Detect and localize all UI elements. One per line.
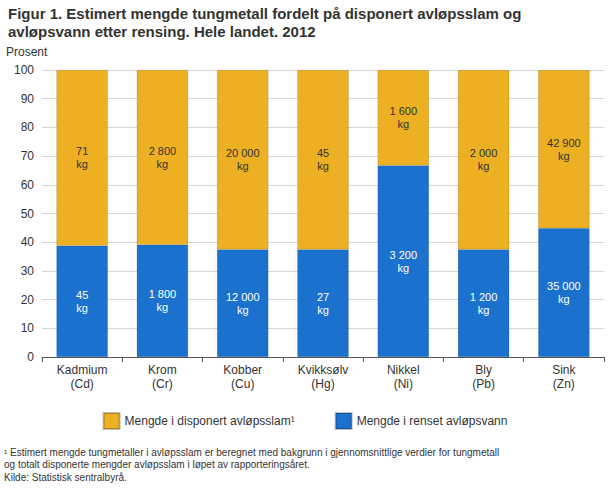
svg-text:35 000: 35 000 <box>547 280 581 292</box>
svg-text:kg: kg <box>397 118 409 130</box>
svg-text:kg: kg <box>478 304 490 316</box>
svg-text:1 200: 1 200 <box>470 291 498 303</box>
svg-text:kg: kg <box>558 150 570 162</box>
svg-text:kg: kg <box>237 304 249 316</box>
svg-text:70: 70 <box>21 149 35 163</box>
svg-text:kg: kg <box>237 160 249 172</box>
svg-text:1 600: 1 600 <box>390 105 418 117</box>
svg-text:Sink: Sink <box>552 363 576 377</box>
svg-text:Kadmium: Kadmium <box>57 363 108 377</box>
svg-text:(Cr): (Cr) <box>152 377 173 391</box>
svg-text:40: 40 <box>21 235 35 249</box>
svg-text:(Zn): (Zn) <box>553 377 575 391</box>
svg-text:kg: kg <box>76 158 88 170</box>
svg-text:Prosent: Prosent <box>6 45 48 59</box>
svg-text:0: 0 <box>27 350 34 364</box>
svg-text:kg: kg <box>558 293 570 305</box>
svg-text:kg: kg <box>478 160 490 172</box>
svg-text:20 000: 20 000 <box>226 147 260 159</box>
svg-text:1 800: 1 800 <box>149 288 177 300</box>
svg-text:2 800: 2 800 <box>149 145 177 157</box>
svg-text:80: 80 <box>21 120 35 134</box>
svg-text:Krom: Krom <box>148 363 177 377</box>
svg-text:100: 100 <box>14 63 34 77</box>
svg-text:Mengde i renset avløpsvann: Mengde i renset avløpsvann <box>357 414 508 428</box>
svg-text:Nikkel: Nikkel <box>387 363 420 377</box>
svg-text:og totalt disponerte mengder a: og totalt disponerte mengder avløpsslam … <box>4 459 310 470</box>
svg-text:(Cu): (Cu) <box>231 377 254 391</box>
svg-text:20: 20 <box>21 293 35 307</box>
svg-text:kg: kg <box>157 158 169 170</box>
svg-text:60: 60 <box>21 178 35 192</box>
svg-text:kg: kg <box>76 302 88 314</box>
svg-text:45: 45 <box>76 289 88 301</box>
svg-text:(Pb): (Pb) <box>472 377 495 391</box>
svg-text:3 200: 3 200 <box>390 249 418 261</box>
svg-text:Kvikksølv: Kvikksølv <box>298 363 349 377</box>
svg-text:Figur 1. Estimert mengde tungm: Figur 1. Estimert mengde tungmetall ford… <box>8 5 521 22</box>
svg-text:27: 27 <box>317 291 329 303</box>
svg-text:(Hg): (Hg) <box>311 377 334 391</box>
svg-text:10: 10 <box>21 321 35 335</box>
svg-text:kg: kg <box>397 262 409 274</box>
svg-text:42 900: 42 900 <box>547 137 581 149</box>
svg-text:kg: kg <box>157 301 169 313</box>
svg-text:Mengde i disponert avløpsslam¹: Mengde i disponert avløpsslam¹ <box>125 414 295 428</box>
svg-text:kg: kg <box>317 160 329 172</box>
svg-text:12 000: 12 000 <box>226 291 260 303</box>
svg-text:90: 90 <box>21 92 35 106</box>
svg-text:avløpsvann etter rensing. Hele: avløpsvann etter rensing. Hele landet. 2… <box>8 23 316 40</box>
svg-text:Bly: Bly <box>475 363 492 377</box>
svg-text:(Cd): (Cd) <box>70 377 93 391</box>
svg-text:45: 45 <box>317 147 329 159</box>
svg-text:2 000: 2 000 <box>470 147 498 159</box>
svg-text:kg: kg <box>317 304 329 316</box>
svg-text:(Ni): (Ni) <box>394 377 413 391</box>
svg-text:50: 50 <box>21 207 35 221</box>
svg-text:Kilde: Statistisk sentralbyrå.: Kilde: Statistisk sentralbyrå. <box>4 472 127 483</box>
svg-text:¹ Estimert mengde tungmetaller: ¹ Estimert mengde tungmetaller i avløpss… <box>4 447 499 458</box>
svg-text:30: 30 <box>21 264 35 278</box>
svg-text:71: 71 <box>76 145 88 157</box>
svg-text:Kobber: Kobber <box>223 363 262 377</box>
